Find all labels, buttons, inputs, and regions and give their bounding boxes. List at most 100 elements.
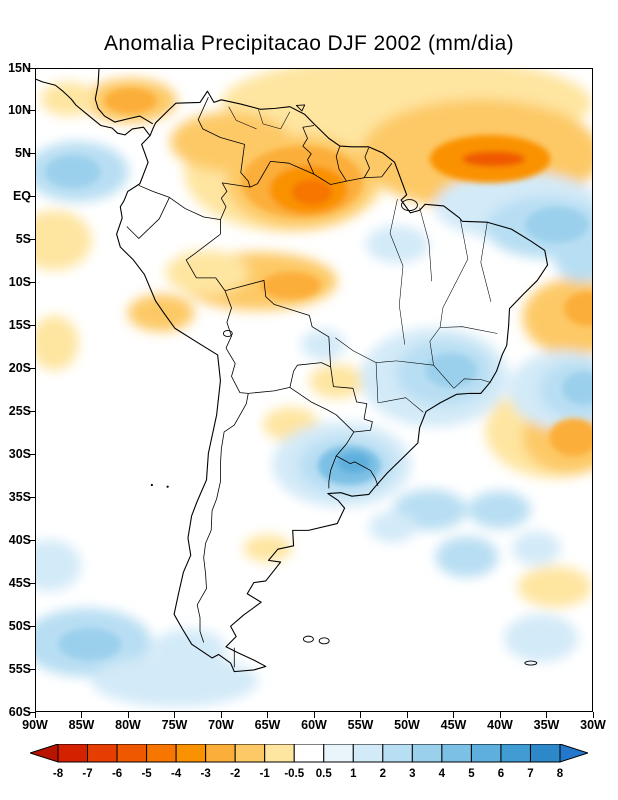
anomaly-blob xyxy=(291,179,333,206)
country-border xyxy=(169,197,221,235)
colorbar-tick-label: 5 xyxy=(468,768,475,780)
anomaly-blob xyxy=(564,291,592,326)
anomaly-blob xyxy=(261,271,321,300)
colorbar-segment xyxy=(411,743,443,763)
colorbar-legend: -8 -7 -6 -5 -4 -3 -2 -1 -0.5 0.5 1 2 3 4 5 6 7 8 xyxy=(28,743,590,788)
state-borders xyxy=(228,106,498,413)
state-border xyxy=(396,360,455,389)
x-tick-mark xyxy=(499,712,501,718)
country-border xyxy=(328,431,355,489)
south-america-anomaly-map xyxy=(36,69,592,707)
y-tick-mark xyxy=(28,625,35,627)
state-border xyxy=(389,199,406,345)
anomaly-blob xyxy=(45,155,101,188)
central-america-pacific-coastline xyxy=(36,78,151,137)
colorbar-arrow-right xyxy=(559,743,590,763)
y-tick-label: 40S xyxy=(8,532,31,547)
country-border xyxy=(363,162,393,179)
y-tick-mark xyxy=(28,453,35,455)
trinidad-island xyxy=(295,104,306,112)
colorbar-tick-label: -5 xyxy=(141,768,152,780)
colorbar-tick-label: -3 xyxy=(201,768,211,780)
state-border xyxy=(375,362,379,403)
anomaly-blob xyxy=(504,614,579,663)
colorbar-segment xyxy=(352,743,384,763)
anomaly-blob xyxy=(337,452,371,474)
y-tick-label: 10N xyxy=(8,103,31,118)
anomaly-blob xyxy=(554,241,592,283)
state-border xyxy=(480,222,492,302)
x-tick-label: 70W xyxy=(208,718,234,732)
y-tick-label: 35S xyxy=(8,489,31,504)
state-border xyxy=(453,378,491,389)
colorbar-segment xyxy=(87,743,118,763)
colorbar-tick-label: -0.5 xyxy=(284,768,304,780)
colorbar-segment xyxy=(234,743,266,763)
x-tick-mark xyxy=(592,712,594,718)
colorbar-segment xyxy=(323,743,354,763)
chart-title: Anomalia Precipitacao DJF 2002 (mm/dia) xyxy=(103,32,515,55)
y-tick-mark xyxy=(28,282,35,284)
colorbar-tick-label: 8 xyxy=(557,768,564,780)
x-tick-label: 45W xyxy=(440,718,467,732)
colorbar-tick-label: -4 xyxy=(171,768,182,780)
y-tick-label: 20S xyxy=(8,361,31,376)
anomaly-blob xyxy=(462,151,526,167)
island xyxy=(302,635,314,643)
colorbar-tick-label: -6 xyxy=(112,768,122,780)
anomaly-blob xyxy=(127,294,195,332)
country-border xyxy=(363,147,370,178)
colorbar-segment xyxy=(175,743,207,763)
south-america-coastline xyxy=(116,90,549,673)
anomaly-blob xyxy=(104,87,157,114)
anomaly-blob xyxy=(301,329,346,361)
colorbar-segment xyxy=(57,743,89,763)
colorbar-segment xyxy=(116,743,148,763)
anomaly-blob xyxy=(309,364,366,399)
x-tick-label: 65W xyxy=(254,718,281,732)
x-tick-mark xyxy=(360,712,361,718)
x-tick-label: 35W xyxy=(533,718,560,732)
country-border xyxy=(196,393,249,643)
island xyxy=(401,199,418,212)
anomaly-blob xyxy=(512,531,561,566)
state-border xyxy=(377,397,424,413)
colorbar-segment xyxy=(441,743,472,763)
x-tick-mark xyxy=(267,712,268,718)
country-border xyxy=(138,185,170,198)
country-border xyxy=(289,362,331,388)
colorbar-tick-label: -7 xyxy=(82,768,92,780)
colorbar-tick-label: 3 xyxy=(409,768,415,780)
y-tick-mark xyxy=(28,110,35,112)
anomaly-blob xyxy=(517,566,592,608)
coastlines-and-borders xyxy=(36,69,549,673)
y-tick-label: 15S xyxy=(8,318,31,333)
y-tick-label: 45S xyxy=(8,575,31,590)
country-border xyxy=(185,233,226,291)
x-tick-mark xyxy=(174,712,175,718)
x-tick-mark xyxy=(546,712,547,718)
y-tick-label: 60S xyxy=(8,704,31,719)
country-border xyxy=(220,182,251,220)
anomaly-blob xyxy=(365,225,429,264)
colorbar-tick-label: 0.5 xyxy=(316,768,333,780)
anomaly-blob xyxy=(165,250,250,295)
country-border xyxy=(335,145,347,182)
country-border xyxy=(224,290,232,349)
colorbar-segment xyxy=(470,743,502,763)
y-tick-label: EQ xyxy=(12,189,31,204)
y-tick-label: 50S xyxy=(8,618,31,633)
y-tick-label: 30S xyxy=(8,446,31,461)
y-tick-label: 15N xyxy=(8,60,31,75)
colorbar-tick-label: 7 xyxy=(527,768,533,780)
country-border xyxy=(330,366,368,420)
anomaly-blob xyxy=(425,353,478,388)
country-border xyxy=(313,173,365,185)
state-border xyxy=(442,219,469,308)
country-border xyxy=(248,387,290,394)
colorbar-tick-label: 6 xyxy=(498,768,504,780)
anomaly-blob xyxy=(36,315,79,371)
x-tick-mark xyxy=(453,712,454,718)
country-border xyxy=(249,161,315,188)
